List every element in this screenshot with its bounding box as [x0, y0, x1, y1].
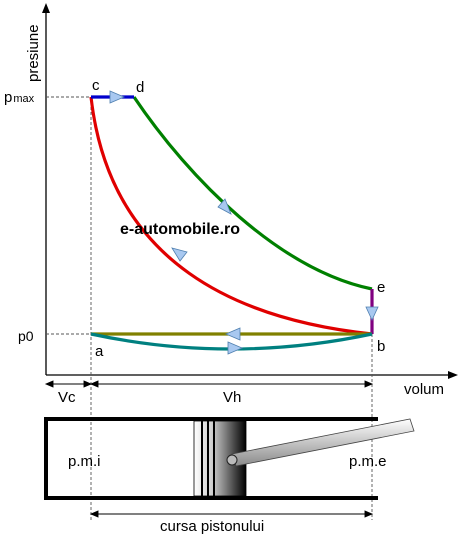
axes: [42, 3, 458, 379]
connecting-rod: [231, 418, 415, 467]
vc-label: Vc: [58, 389, 76, 406]
point-a-label: a: [95, 343, 104, 360]
point-c-label: c: [92, 77, 100, 94]
tdc-label: p.m.i: [68, 453, 101, 470]
pmax-label: pmax: [4, 89, 35, 106]
piston-pin: [226, 454, 238, 466]
stroke-left-arrow: [89, 510, 99, 518]
vh-label: Vh: [223, 389, 241, 406]
p0-label: p0: [18, 328, 34, 344]
compression-curve: [89, 96, 373, 336]
cylinder: [44, 417, 378, 500]
point-e-label: e: [377, 279, 385, 296]
watermark-text: e-automobile.ro: [120, 221, 240, 238]
expansion-curve: [132, 96, 373, 291]
stroke-label: cursa pistonului: [160, 518, 264, 535]
volume-dimensions: [44, 380, 374, 388]
vh-left-arrow: [89, 380, 99, 388]
arrow-b-to-a: [224, 327, 241, 341]
y-axis-arrowhead: [42, 3, 50, 13]
stroke-dimension: [89, 510, 374, 518]
x-axis-arrowhead: [448, 371, 458, 379]
arrow-c-to-d: [109, 90, 126, 104]
arrow-a-to-b: [227, 341, 244, 355]
bdc-label: p.m.e: [349, 453, 387, 470]
point-b-label: b: [377, 338, 385, 355]
y-axis-label: presiune: [25, 24, 42, 82]
point-d-label: d: [136, 79, 144, 96]
flow-arrows: [109, 90, 379, 355]
arrow-expansion: [217, 198, 232, 215]
vc-left-arrow: [44, 380, 54, 388]
x-axis-label: volum: [404, 381, 444, 398]
stroke-right-arrow: [364, 510, 374, 518]
arrow-compression: [171, 247, 188, 262]
vc-right-arrow: [83, 380, 93, 388]
vh-right-arrow: [364, 380, 374, 388]
arrow-e-to-b: [365, 306, 379, 321]
piston: [193, 418, 415, 497]
